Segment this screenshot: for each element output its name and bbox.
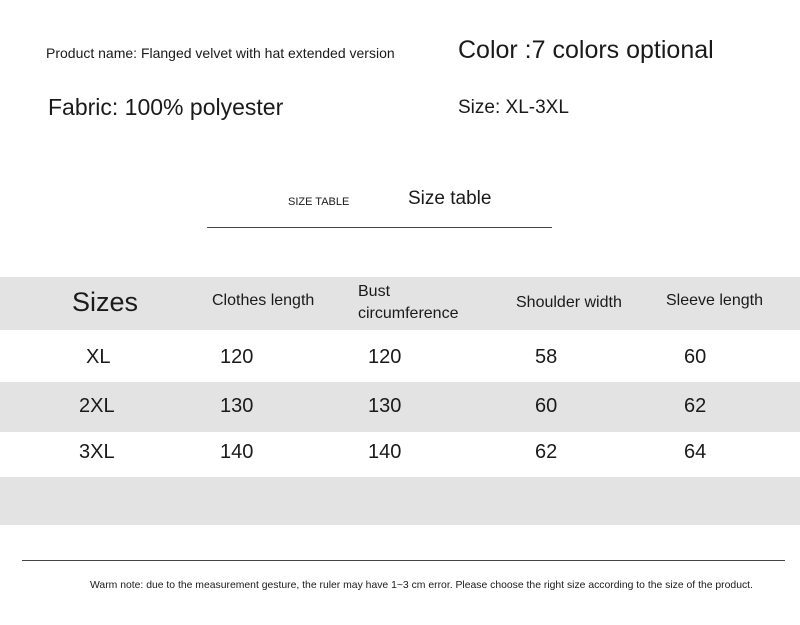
cell-size: XL: [86, 346, 111, 368]
cell-clothes-length: 140: [220, 441, 254, 463]
cell-sleeve: 60: [684, 346, 707, 368]
cell-size: 3XL: [79, 441, 115, 463]
header-bust: Bust circumference: [358, 281, 458, 325]
header-bust-line2: circumference: [358, 305, 459, 322]
header-sizes: Sizes: [72, 287, 139, 317]
cell-size: 2XL: [79, 395, 115, 417]
size-info: Size: XL-3XL: [458, 97, 569, 118]
header-bust-line1: Bust: [358, 283, 391, 300]
footer-divider: [22, 560, 785, 561]
table-row-band: [0, 382, 800, 432]
table-header-band: [0, 277, 800, 330]
cell-shoulder: 62: [535, 441, 558, 463]
warm-note: Warm note: due to the measurement gestur…: [90, 580, 753, 591]
section-divider: [207, 227, 552, 228]
section-label-small: SIZE TABLE: [288, 196, 350, 208]
cell-sleeve: 64: [684, 441, 707, 463]
fabric-info: Fabric: 100% polyester: [48, 94, 284, 120]
table-empty-band: [0, 477, 800, 525]
cell-bust: 130: [368, 395, 402, 417]
cell-bust: 120: [368, 346, 402, 368]
product-name: Product name: Flanged velvet with hat ex…: [46, 45, 395, 61]
section-title: Size table: [408, 188, 492, 209]
header-sleeve-length: Sleeve length: [666, 292, 763, 309]
cell-shoulder: 58: [535, 346, 558, 368]
cell-bust: 140: [368, 441, 402, 463]
header-shoulder-width: Shoulder width: [516, 294, 622, 311]
header-clothes-length: Clothes length: [212, 292, 315, 309]
cell-clothes-length: 130: [220, 395, 254, 417]
cell-sleeve: 62: [684, 395, 707, 417]
color-info: Color :7 colors optional: [458, 36, 714, 64]
cell-clothes-length: 120: [220, 346, 254, 368]
cell-shoulder: 60: [535, 395, 558, 417]
